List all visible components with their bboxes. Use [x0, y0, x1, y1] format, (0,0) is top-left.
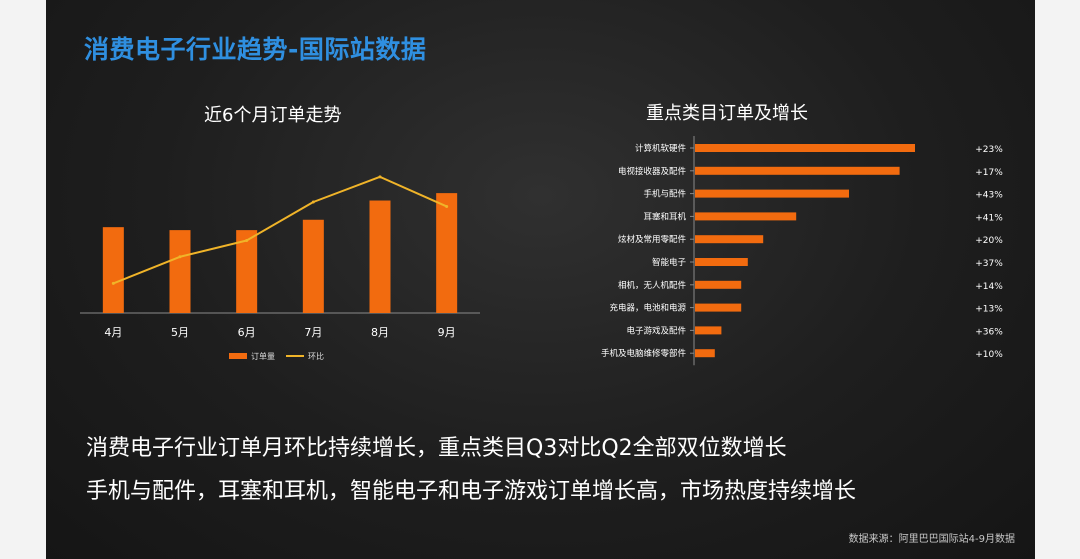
category-bar-5: [695, 235, 764, 244]
data-source-note: 数据来源：阿里巴巴国际站4-9月数据: [848, 534, 1015, 545]
summary-line-2: 手机与配件，耳塞和耳机，智能电子和电子游戏订单增长高，市场热度持续增长: [86, 479, 857, 504]
category-bar-6: [695, 258, 748, 266]
legend-label-line: 环比: [308, 351, 324, 361]
x-tick-label: 8月: [371, 326, 389, 339]
legend-swatch-bar: [229, 353, 247, 359]
category-label: 计算机软硬件: [635, 143, 687, 154]
category-label: 智能电子: [652, 257, 687, 268]
category-bar-3: [695, 189, 849, 198]
growth-line: [112, 175, 448, 285]
category-bar-10: [695, 349, 715, 358]
category-bar-8: [695, 303, 742, 312]
bar-2: [169, 230, 191, 313]
category-label: 充电器，电池和电源: [609, 303, 686, 314]
bar-4: [302, 219, 324, 313]
x-tick-label: 6月: [238, 326, 256, 339]
bar-6: [436, 193, 458, 313]
category-label: 电子游戏及配件: [626, 325, 686, 336]
category-bar-4: [695, 212, 797, 221]
category-label: 电视接收器及配件: [618, 166, 687, 177]
legend-label-bar: 订单量: [251, 351, 275, 361]
x-tick-label: 7月: [304, 326, 322, 339]
side-margin: [1044, 0, 1080, 559]
growth-label: +23%: [975, 145, 1003, 155]
x-tick-label: 5月: [171, 326, 189, 339]
x-tick-label: 4月: [104, 326, 122, 339]
growth-label: +43%: [975, 191, 1003, 201]
category-label: 手机与配件: [643, 189, 686, 200]
growth-label: +14%: [975, 282, 1003, 292]
category-label: 手机及电脑维修零部件: [601, 348, 687, 359]
category-bar-2: [695, 166, 900, 175]
growth-label: +20%: [975, 236, 1003, 246]
growth-label: +37%: [975, 259, 1003, 269]
growth-label: +17%: [975, 168, 1003, 178]
bar-3: [236, 230, 258, 313]
growth-label: +41%: [975, 213, 1003, 223]
category-bar-9: [695, 326, 722, 335]
bar-5: [369, 200, 391, 313]
left-chart-title: 近6个月订单走势: [204, 105, 342, 126]
growth-point-5: [378, 175, 382, 179]
growth-label: +10%: [975, 350, 1003, 360]
growth-label: +36%: [975, 327, 1003, 337]
category-bar-1: [695, 144, 915, 152]
slide-title: 消费电子行业趋势-国际站数据: [84, 35, 427, 64]
summary-line-1: 消费电子行业订单月环比持续增长，重点类目Q3对比Q2全部双位数增长: [86, 436, 787, 461]
growth-label: +13%: [975, 305, 1003, 315]
category-label: 相机，无人机配件: [618, 280, 687, 291]
growth-point-1: [111, 281, 115, 285]
slide: 消费电子行业趋势-国际站数据 近6个月订单走势 重点类目订单及增长 4月 5月 6月…: [46, 0, 1035, 559]
category-bar-7: [695, 280, 742, 289]
growth-point-6: [445, 204, 449, 208]
growth-point-3: [245, 238, 249, 242]
category-growth-chart: 计算机软硬件 +23% 电视接收器及配件 +17% 手机与配件 +43% 耳塞和耳机 +41%…: [601, 136, 1003, 366]
category-label: 炫材及常用零配件: [618, 234, 687, 245]
growth-point-4: [311, 200, 315, 204]
category-label: 耳塞和耳机: [643, 211, 686, 222]
bar-1: [102, 227, 124, 313]
growth-point-2: [178, 255, 182, 259]
right-chart-title: 重点类目订单及增长: [646, 103, 808, 124]
x-tick-label: 9月: [438, 326, 456, 339]
